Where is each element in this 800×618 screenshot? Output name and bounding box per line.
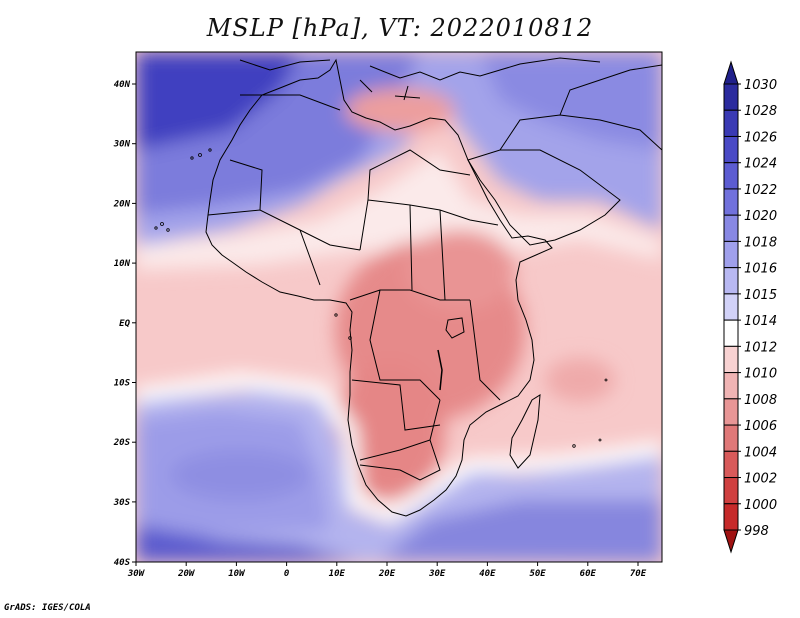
colorbar-swatch (723, 240, 739, 269)
lat-tick-label: 20S (113, 438, 131, 448)
lat-axis: 40N 30N 20N 10N EQ 10S 20S 30S 40S (113, 80, 136, 568)
colorbar-label: 1015 (744, 288, 777, 303)
colorbar-swatch (723, 477, 739, 505)
colorbar-swatch (723, 135, 739, 164)
lon-axis: 30W 20W 10W 0 10E 20E 30E 40E 50E 60E 70E (127, 562, 647, 579)
lon-tick-label: 10W (228, 569, 246, 579)
colorbar-label: 1014 (744, 314, 777, 329)
coastlines (205, 57, 662, 517)
colorbar-swatch (723, 319, 739, 347)
colorbar-label: 1008 (744, 393, 777, 408)
colorbar-swatch (723, 267, 739, 295)
lon-tick-label: 30E (428, 569, 446, 579)
pressure-field (136, 52, 662, 562)
colorbar-label: 1028 (744, 104, 777, 119)
colorbar-label: 1006 (744, 419, 777, 434)
lon-tick-label: 20E (378, 569, 396, 579)
colorbar-swatch (723, 293, 739, 321)
lat-tick-label: 40S (114, 558, 131, 568)
colorbar-label: 1020 (744, 209, 777, 224)
colorbar-label: 1026 (744, 130, 777, 145)
lat-tick-label: 40N (114, 80, 131, 90)
colorbar-label: 1010 (744, 367, 777, 382)
colorbar-label: 1016 (744, 262, 777, 277)
colorbar-label: 1000 (744, 498, 777, 513)
lat-tick-label: EQ (119, 319, 130, 329)
lon-tick-label: 70E (630, 569, 647, 579)
colorbar-swatch (723, 345, 739, 374)
colorbar-swatch (723, 450, 739, 479)
colorbar-swatch (723, 162, 739, 190)
colorbar-swatch (723, 83, 739, 111)
colorbar-swatch (723, 398, 739, 426)
colorbar: 1030 1028 1026 1024 1022 1020 1018 1016 1015 1014… (723, 60, 777, 554)
lat-tick-label: 30N (113, 140, 131, 150)
colorbar-swatch (723, 424, 739, 452)
lon-tick-label: 0 (284, 569, 290, 579)
colorbar-swatch (723, 214, 739, 242)
lat-tick-label: 10N (114, 259, 131, 269)
lon-tick-label: 50E (529, 569, 546, 579)
colorbar-bottom-arrow (723, 529, 739, 554)
lon-tick-label: 30W (127, 569, 146, 579)
plot-frame (135, 51, 663, 563)
colorbar-swatch (723, 503, 739, 531)
lon-tick-label: 40E (479, 569, 496, 579)
colorbar-label: 998 (744, 524, 769, 539)
lon-tick-label: 60E (580, 569, 597, 579)
colorbar-label: 1024 (744, 157, 777, 172)
grads-credit: GrADS: IGES/COLA (4, 603, 91, 613)
colorbar-label: 1004 (744, 445, 777, 460)
colorbar-swatch (723, 109, 739, 137)
colorbar-swatch (723, 372, 739, 400)
colorbar-label: 1030 (744, 78, 777, 93)
colorbar-label: 1022 (744, 183, 777, 198)
colorbar-swatch (723, 188, 739, 216)
colorbar-top-arrow (723, 60, 739, 85)
colorbar-label: 1012 (744, 340, 777, 355)
map-title: MSLP [hPa], VT: 2022010812 (206, 14, 594, 42)
lon-tick-label: 10E (329, 569, 346, 579)
colorbar-label: 1002 (744, 472, 777, 487)
lat-tick-label: 20N (113, 199, 131, 209)
lat-tick-label: 30S (113, 498, 131, 508)
lon-tick-label: 20W (177, 569, 196, 579)
colorbar-label: 1018 (744, 235, 777, 250)
lat-tick-label: 10S (114, 379, 131, 389)
